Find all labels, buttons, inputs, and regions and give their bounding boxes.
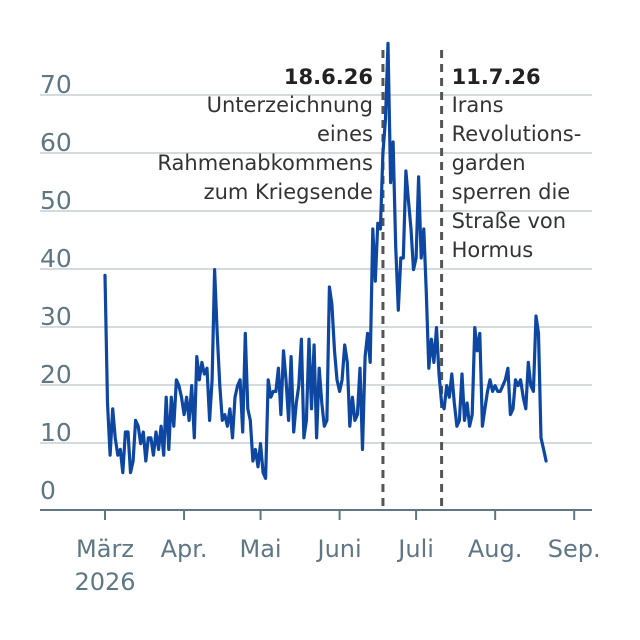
grid-layer — [40, 94, 592, 444]
y-tick-label-20: 20 — [40, 360, 72, 389]
x-tick-year-label-0: 2026 — [74, 568, 135, 596]
annotation-text-1-0: Irans — [452, 93, 504, 117]
y-tick-label-60: 60 — [40, 128, 72, 157]
annotation-date-0: 18.6.26 — [284, 65, 373, 89]
annotation-text-1-3: sperren die — [452, 180, 571, 204]
y-tick-label-70: 70 — [40, 70, 72, 99]
annotation-date-1: 11.7.26 — [452, 65, 541, 89]
y-tick-label-30: 30 — [40, 302, 72, 331]
x-tick-label-2: Mai — [240, 535, 282, 563]
series-layer — [103, 41, 548, 480]
x-tick-label-0: März — [76, 535, 134, 563]
annotation-text-1-2: garden — [452, 151, 526, 175]
x-tick-label-6: Sep. — [548, 535, 601, 563]
annotation-text-0-3: zum Kriegsende — [204, 180, 373, 204]
y-tick-label-10: 10 — [40, 418, 72, 447]
annotation-text-1-5: Hormus — [452, 238, 534, 262]
x-tick-label-1: Apr. — [161, 535, 208, 563]
annotation-text-0-0: Unterzeichnung — [207, 93, 373, 117]
annotation-text-1-4: Straße von — [452, 209, 566, 233]
annotation-text-0-2: Rahmenabkommens — [157, 151, 373, 175]
axis-layer: 0 10 20 30 40 50 60 70 März 2026 Apr. Mai Juni Juli Au… — [40, 70, 601, 596]
y-tick-label-50: 50 — [40, 186, 72, 215]
x-tick-label-4: Juli — [396, 535, 434, 563]
series-line-0 — [103, 41, 548, 480]
y-tick-label-40: 40 — [40, 244, 72, 273]
x-tick-label-3: Juni — [316, 535, 362, 563]
y-tick-label-0: 0 — [40, 476, 56, 505]
annotation-text-0-1: eines — [317, 122, 373, 146]
x-tick-label-5: Aug. — [468, 535, 523, 563]
annotation-layer: 18.6.26 Unterzeichnung eines Rahmenabkommen… — [157, 50, 581, 510]
annotation-text-1-1: Revolutions- — [452, 122, 582, 146]
